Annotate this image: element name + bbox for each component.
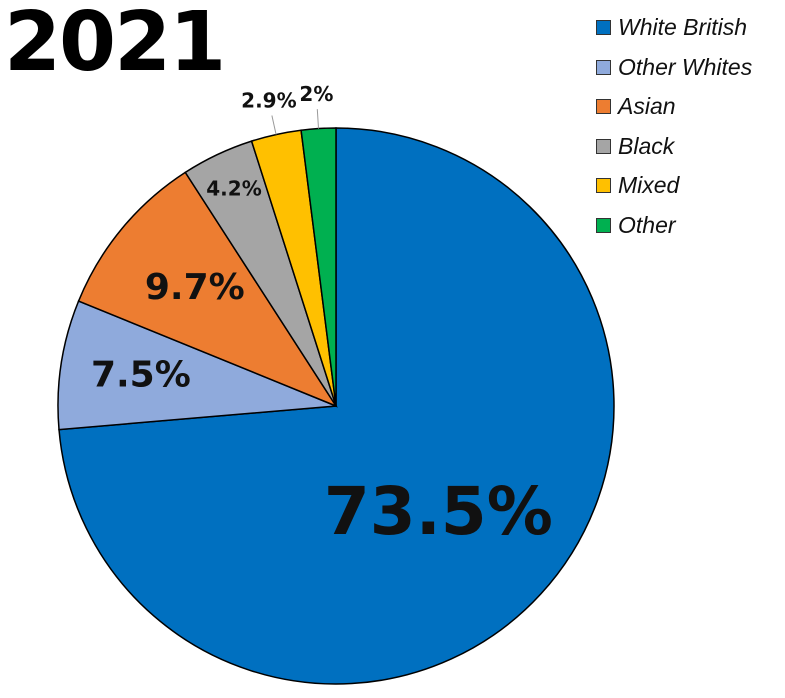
- legend-item-black: Black: [596, 127, 752, 167]
- legend-swatch: [596, 59, 611, 75]
- legend-item-other-whites: Other Whites: [596, 48, 752, 88]
- leader-line-mixed: [271, 115, 277, 135]
- data-label-asian: 9.7%: [145, 267, 245, 308]
- legend-label: Other Whites: [618, 53, 753, 80]
- data-label-mixed: 2.9%: [241, 88, 296, 112]
- pie-slice-other: [300, 127, 337, 407]
- legend-item-white-british: White British: [596, 8, 752, 48]
- chart-title: 2021: [4, 0, 226, 90]
- legend-swatch: [596, 20, 611, 36]
- data-label-black: 4.2%: [206, 176, 261, 200]
- legend-label: Other: [618, 211, 676, 238]
- legend-label: Mixed: [618, 172, 680, 199]
- legend-label: Asian: [618, 93, 676, 120]
- legend-swatch: [596, 138, 611, 154]
- leader-line-other: [316, 109, 320, 129]
- legend-item-asian: Asian: [596, 87, 752, 127]
- legend-label: Black: [618, 132, 675, 159]
- pie-slice-other-whites: [57, 300, 337, 431]
- legend-swatch: [596, 217, 611, 233]
- legend-item-mixed: Mixed: [596, 166, 752, 206]
- legend-label: White British: [618, 14, 748, 41]
- pie-slice-asian: [77, 171, 338, 408]
- legend-swatch: [596, 99, 611, 115]
- data-label-other: 2%: [299, 82, 333, 106]
- data-label-white-british: 73.5%: [324, 473, 553, 550]
- data-label-other-whites: 7.5%: [91, 354, 191, 395]
- legend-item-other: Other: [596, 206, 752, 246]
- legend-swatch: [596, 178, 611, 194]
- legend: White British Other Whites Asian Black Mixed…: [596, 8, 752, 245]
